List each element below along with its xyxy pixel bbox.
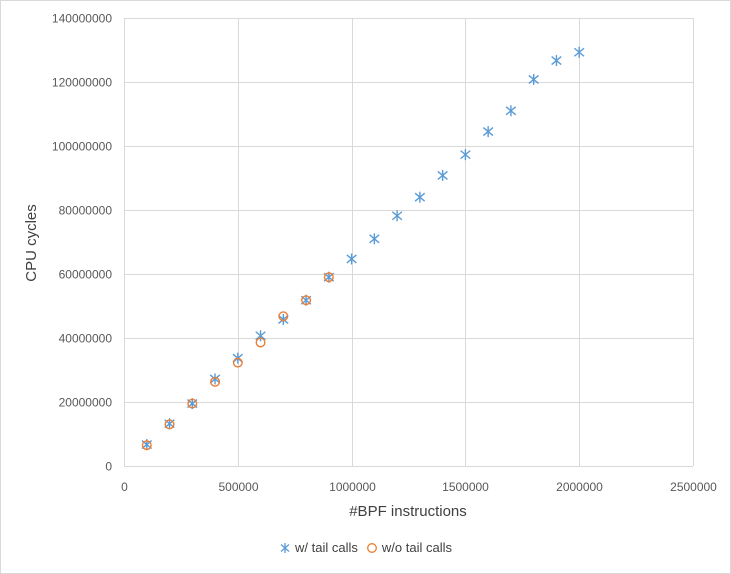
x-tick-label: 1500000	[442, 480, 489, 494]
y-tick-label: 40000000	[59, 332, 113, 346]
data-point-without-tail-calls	[278, 311, 289, 322]
data-point-without-tail-calls	[323, 272, 334, 283]
data-point-with-tail-calls	[391, 210, 403, 222]
data-point-without-tail-calls	[164, 419, 175, 430]
y-tick-label: 120000000	[52, 76, 112, 90]
data-point-with-tail-calls	[573, 46, 585, 58]
gridlines	[124, 18, 694, 467]
y-tick-label: 20000000	[59, 396, 113, 410]
circle-marker-icon	[366, 542, 377, 553]
y-tick-labels: 0 20000000 40000000 60000000 80000000 1000000…	[52, 12, 112, 474]
x-tick-label: 500000	[218, 480, 258, 494]
data-point-without-tail-calls	[301, 295, 312, 306]
data-point-with-tail-calls	[437, 169, 448, 181]
legend-label: w/ tail calls	[295, 540, 358, 555]
y-tick-label: 0	[105, 460, 112, 474]
asterisk-marker-icon	[280, 542, 290, 553]
y-tick-label: 80000000	[59, 204, 113, 218]
data-point-with-tail-calls	[278, 313, 289, 325]
y-tick-label: 100000000	[52, 140, 112, 154]
legend: w/ tail calls w/o tail calls	[0, 540, 731, 555]
legend-label: w/o tail calls	[381, 540, 452, 555]
x-tick-labels: 0 500000 1000000 1500000 2000000 2500000	[121, 480, 717, 494]
x-tick-label: 1000000	[329, 480, 376, 494]
data-point-without-tail-calls	[255, 337, 266, 348]
y-axis-title: CPU cycles	[23, 204, 40, 282]
data-point-without-tail-calls	[232, 357, 243, 368]
y-tick-label: 60000000	[59, 268, 113, 282]
data-point-with-tail-calls	[209, 373, 221, 385]
data-point-with-tail-calls	[369, 233, 380, 245]
data-point-with-tail-calls	[551, 55, 562, 67]
data-point-with-tail-calls	[346, 253, 357, 265]
data-point-with-tail-calls	[255, 330, 266, 342]
x-tick-label: 2500000	[670, 480, 717, 494]
data-point-with-tail-calls	[482, 126, 494, 138]
data-point-without-tail-calls	[187, 398, 198, 409]
data-point-with-tail-calls	[528, 73, 539, 85]
data-point-with-tail-calls	[414, 191, 426, 203]
data-points	[141, 46, 585, 451]
x-tick-label: 2000000	[556, 480, 603, 494]
data-point-with-tail-calls	[460, 149, 471, 161]
y-tick-label: 140000000	[52, 12, 112, 26]
x-axis-title: #BPF instructions	[349, 503, 467, 520]
x-tick-label: 0	[121, 480, 128, 494]
legend-item-with-tail-calls: w/ tail calls	[279, 540, 358, 555]
data-point-without-tail-calls	[210, 376, 221, 387]
legend-item-without-tail-calls: w/o tail calls	[366, 540, 452, 555]
data-point-without-tail-calls	[141, 440, 152, 451]
data-point-with-tail-calls	[505, 105, 517, 117]
